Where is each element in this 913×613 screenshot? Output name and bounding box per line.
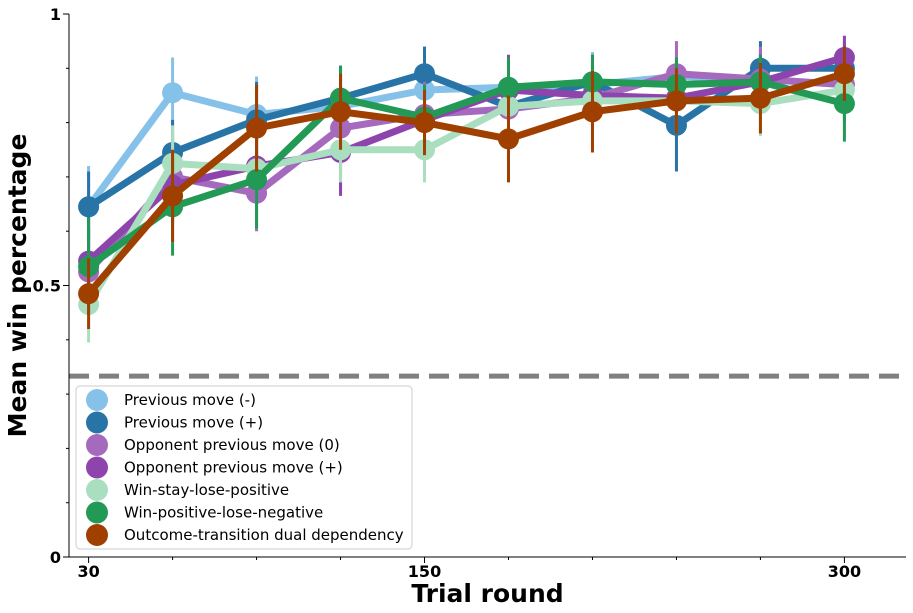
series-7 [78, 46, 855, 329]
x-tick-label: 30 [77, 562, 99, 581]
x-tick-label: 150 [408, 562, 441, 581]
y-tick-label: 0.5 [33, 277, 61, 296]
legend-item: Previous move (-) [86, 389, 256, 411]
series-line [85, 70, 848, 298]
data-point [414, 112, 436, 134]
legend-label: Opponent previous move (0) [124, 436, 340, 454]
data-point [581, 101, 603, 123]
data-point [246, 169, 268, 191]
legend-box [75, 385, 413, 550]
data-point [497, 128, 519, 150]
data-point [833, 63, 855, 85]
legend-label: Opponent previous move (+) [124, 459, 343, 477]
x-axis-title: Trial round [411, 579, 563, 608]
series-6 [78, 54, 855, 316]
data-point [414, 63, 436, 85]
data-point [78, 283, 100, 305]
legend-marker [86, 524, 108, 546]
x-tick-label: 300 [828, 562, 861, 581]
data-point [162, 82, 184, 104]
legend-item: Previous move (+) [86, 411, 263, 434]
legend-label: Previous move (-) [124, 391, 256, 409]
series-line [85, 78, 848, 270]
legend-marker [86, 456, 108, 479]
legend-label: Previous move (+) [124, 414, 263, 432]
legend-marker [86, 501, 108, 524]
legend-item: Win-positive-lose-negative [86, 501, 323, 524]
legend-label: Win-stay-lose-positive [124, 481, 289, 499]
legend-marker [86, 411, 108, 434]
y-axis-title: Mean win percentage [3, 134, 32, 438]
data-point [330, 101, 352, 123]
data-point [749, 87, 771, 109]
series-line [85, 70, 848, 276]
legend-item: Opponent previous move (+) [86, 456, 343, 479]
legend-item: Win-stay-lose-positive [86, 479, 289, 501]
legend-item: Opponent previous move (0) [86, 434, 340, 456]
data-point [833, 93, 855, 115]
series-2 [78, 41, 855, 243]
legend-marker [86, 389, 108, 411]
legend-label: Win-positive-lose-negative [124, 504, 323, 522]
y-tick-label: 1 [50, 5, 61, 24]
data-point [665, 90, 687, 112]
data-point [162, 185, 184, 207]
data-point [246, 117, 268, 139]
data-point [497, 76, 519, 98]
legend-label: Outcome-transition dual dependency [124, 526, 404, 544]
legend-marker [86, 434, 108, 456]
legend-marker [86, 479, 108, 501]
ticks: 0 0.5 1 30 150 300 [33, 5, 861, 581]
legend-item: Outcome-transition dual dependency [86, 524, 404, 546]
data-point [78, 196, 100, 218]
legend: Previous move (-) Previous move (+) Oppone… [75, 385, 413, 550]
y-tick-label: 0 [50, 548, 61, 567]
series [78, 35, 855, 343]
